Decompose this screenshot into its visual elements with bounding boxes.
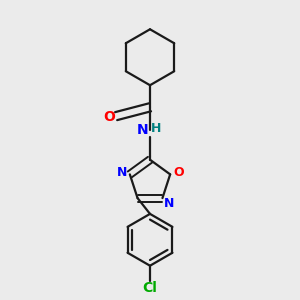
Text: H: H [151, 122, 162, 135]
Text: N: N [137, 123, 148, 137]
Text: N: N [116, 167, 127, 179]
Text: O: O [173, 167, 184, 179]
Text: Cl: Cl [142, 280, 158, 295]
Text: N: N [164, 197, 174, 211]
Text: O: O [104, 110, 116, 124]
